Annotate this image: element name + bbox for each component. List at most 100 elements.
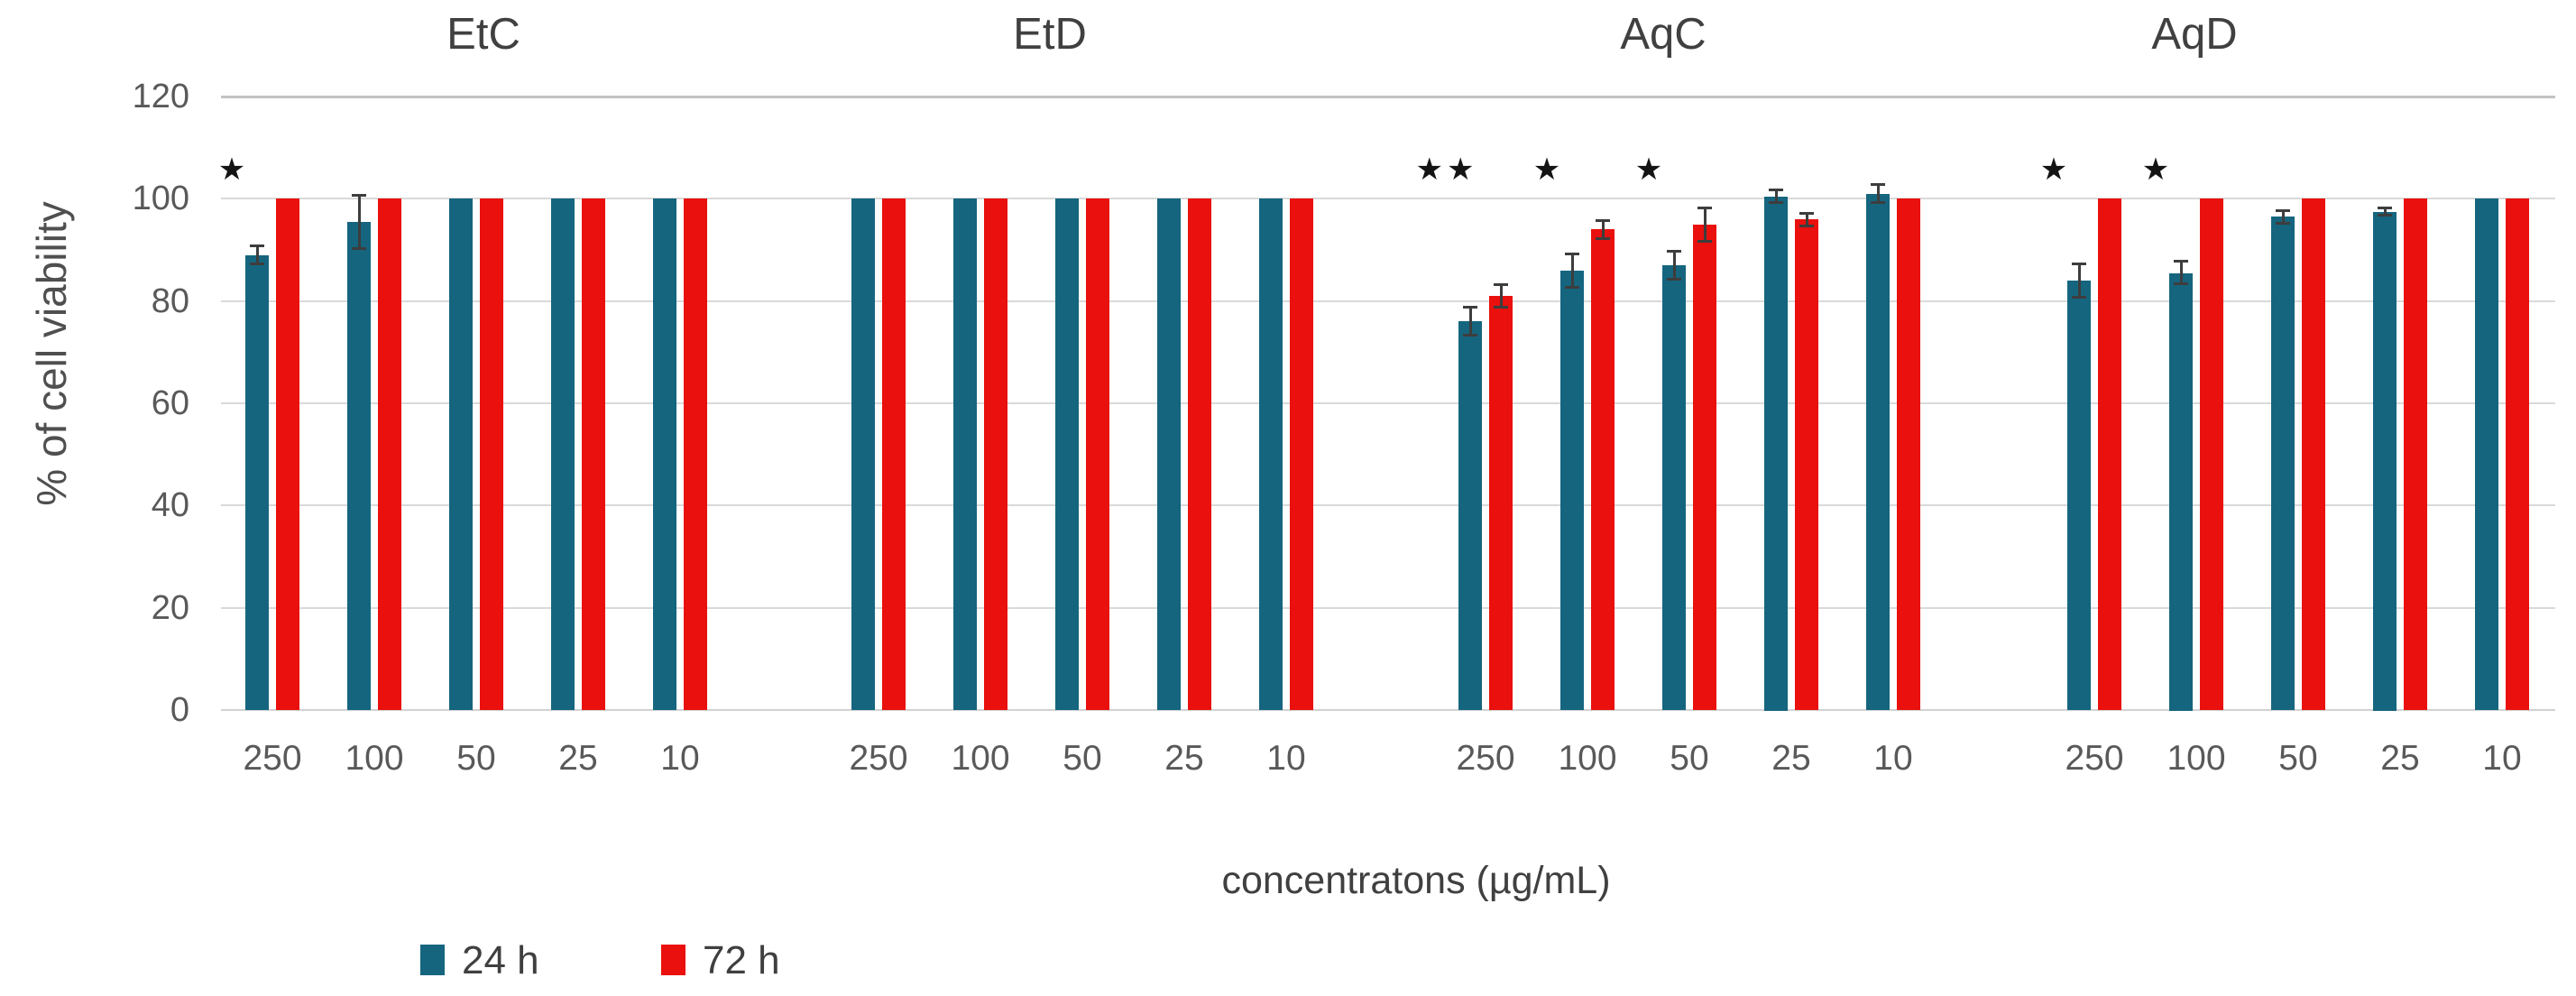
bar-24h-EtC-25 xyxy=(551,198,575,710)
bar-72h-EtD-10 xyxy=(1290,198,1313,710)
group-title-AqC: AqC xyxy=(1620,10,1707,59)
bar-72h-AqD-25 xyxy=(2404,198,2427,710)
bar-72h-EtC-250 xyxy=(276,198,299,710)
x-tick-EtC-250: 250 xyxy=(243,739,302,778)
y-tick-80: 80 xyxy=(151,282,189,320)
legend-swatch-24h xyxy=(420,945,445,975)
x-tick-AqD-25: 25 xyxy=(2380,739,2420,778)
x-tick-AqD-50: 50 xyxy=(2278,739,2318,778)
error-bar-24h-AqC-100 xyxy=(1565,253,1579,289)
bar-72h-EtD-50 xyxy=(1086,198,1109,710)
x-tick-AqD-10: 10 xyxy=(2482,739,2522,778)
group-title-AqD: AqD xyxy=(2151,10,2238,59)
error-bar-24h-EtC-250 xyxy=(250,244,264,265)
bar-72h-EtD-250 xyxy=(882,198,906,710)
x-tick-AqD-250: 250 xyxy=(2065,739,2124,778)
x-tick-AqD-100: 100 xyxy=(2167,739,2226,778)
error-bar-72h-AqC-250 xyxy=(1494,283,1508,309)
bar-72h-EtC-10 xyxy=(684,198,707,710)
legend-swatch-72h xyxy=(661,945,685,975)
y-tick-60: 60 xyxy=(151,384,189,422)
bar-24h-AqD-100 xyxy=(2169,273,2193,711)
bar-72h-AqD-10 xyxy=(2506,198,2529,710)
significance-AqC-100: ★ xyxy=(1532,152,1565,187)
significance-AqD-250: ★ xyxy=(2039,152,2072,187)
x-tick-AqC-50: 50 xyxy=(1670,739,1709,778)
bar-72h-AqC-25 xyxy=(1795,219,1818,710)
bar-24h-AqD-10 xyxy=(2475,198,2498,710)
x-tick-EtD-100: 100 xyxy=(951,739,1010,778)
bar-24h-EtC-50 xyxy=(449,198,473,710)
significance-EtC-250: ★ xyxy=(217,152,250,187)
error-bar-24h-AqC-250 xyxy=(1463,306,1477,337)
gridline-20 xyxy=(221,607,2555,609)
bar-72h-AqC-250 xyxy=(1489,296,1513,710)
error-bar-72h-AqC-50 xyxy=(1697,207,1712,243)
significance-AqD-100: ★ xyxy=(2141,152,2174,187)
error-bar-24h-AqC-50 xyxy=(1667,250,1681,281)
bar-24h-EtD-10 xyxy=(1259,198,1283,710)
bar-72h-AqC-100 xyxy=(1591,229,1615,710)
error-bar-24h-AqD-25 xyxy=(2378,207,2392,217)
bar-72h-EtD-100 xyxy=(984,198,1007,710)
error-bar-24h-AqD-50 xyxy=(2276,209,2290,225)
y-tick-100: 100 xyxy=(132,180,189,217)
error-bar-24h-EtC-100 xyxy=(352,194,366,250)
bar-24h-AqC-250 xyxy=(1458,321,1482,710)
bar-24h-AqC-10 xyxy=(1866,194,1890,710)
error-bar-24h-AqD-100 xyxy=(2174,260,2188,285)
x-tick-AqC-100: 100 xyxy=(1558,739,1617,778)
bar-72h-EtC-50 xyxy=(480,198,503,710)
significance-AqC-50: ★ xyxy=(1634,152,1667,187)
bar-72h-AqD-50 xyxy=(2302,198,2325,710)
bar-72h-EtC-100 xyxy=(378,198,401,710)
bar-24h-AqC-100 xyxy=(1560,271,1584,710)
bar-24h-AqC-25 xyxy=(1764,197,1788,711)
x-tick-AqC-10: 10 xyxy=(1873,739,1913,778)
bar-72h-AqC-10 xyxy=(1897,198,1920,710)
legend-label-72h: 72 h xyxy=(703,938,780,982)
gridline-40 xyxy=(221,504,2555,506)
error-bar-24h-AqD-250 xyxy=(2072,263,2086,299)
bar-72h-AqC-50 xyxy=(1693,225,1716,710)
group-title-EtC: EtC xyxy=(446,10,520,59)
bar-24h-EtD-50 xyxy=(1055,198,1079,710)
x-tick-AqC-25: 25 xyxy=(1771,739,1811,778)
bar-24h-EtD-100 xyxy=(953,198,977,710)
bar-24h-AqD-250 xyxy=(2067,281,2091,710)
bar-72h-AqD-250 xyxy=(2098,198,2121,710)
x-tick-EtC-10: 10 xyxy=(660,739,700,778)
x-tick-EtD-25: 25 xyxy=(1164,739,1204,778)
x-tick-EtC-25: 25 xyxy=(558,739,598,778)
y-tick-0: 0 xyxy=(170,691,189,729)
bar-24h-AqD-25 xyxy=(2373,212,2397,711)
bar-72h-AqD-100 xyxy=(2200,198,2223,710)
bar-24h-EtD-250 xyxy=(851,198,875,710)
error-bar-24h-AqC-25 xyxy=(1769,189,1783,204)
legend-label-24h: 24 h xyxy=(462,938,539,982)
gridline-0 xyxy=(221,709,2555,711)
error-bar-72h-AqC-100 xyxy=(1596,219,1610,240)
gridline-80 xyxy=(221,300,2555,302)
x-axis-title: concentratons (µg/mL) xyxy=(1221,859,1611,902)
gridline-100 xyxy=(221,198,2555,199)
x-tick-AqC-250: 250 xyxy=(1456,739,1515,778)
x-tick-EtD-10: 10 xyxy=(1266,739,1306,778)
significance-AqC-250: ★★ xyxy=(1415,152,1478,187)
bar-24h-AqD-50 xyxy=(2271,217,2295,710)
gridline-120 xyxy=(221,96,2555,98)
bar-24h-EtC-250 xyxy=(245,255,269,710)
bar-72h-EtC-25 xyxy=(582,198,605,710)
gridline-60 xyxy=(221,402,2555,404)
error-bar-72h-AqC-25 xyxy=(1799,212,1814,227)
x-tick-EtD-50: 50 xyxy=(1063,739,1102,778)
x-tick-EtC-50: 50 xyxy=(456,739,496,778)
bar-24h-AqC-50 xyxy=(1662,265,1686,710)
y-tick-40: 40 xyxy=(151,486,189,524)
bar-24h-EtC-10 xyxy=(653,198,676,710)
error-bar-24h-AqC-10 xyxy=(1871,183,1885,204)
bar-24h-EtD-25 xyxy=(1157,198,1181,710)
y-tick-120: 120 xyxy=(132,78,189,115)
